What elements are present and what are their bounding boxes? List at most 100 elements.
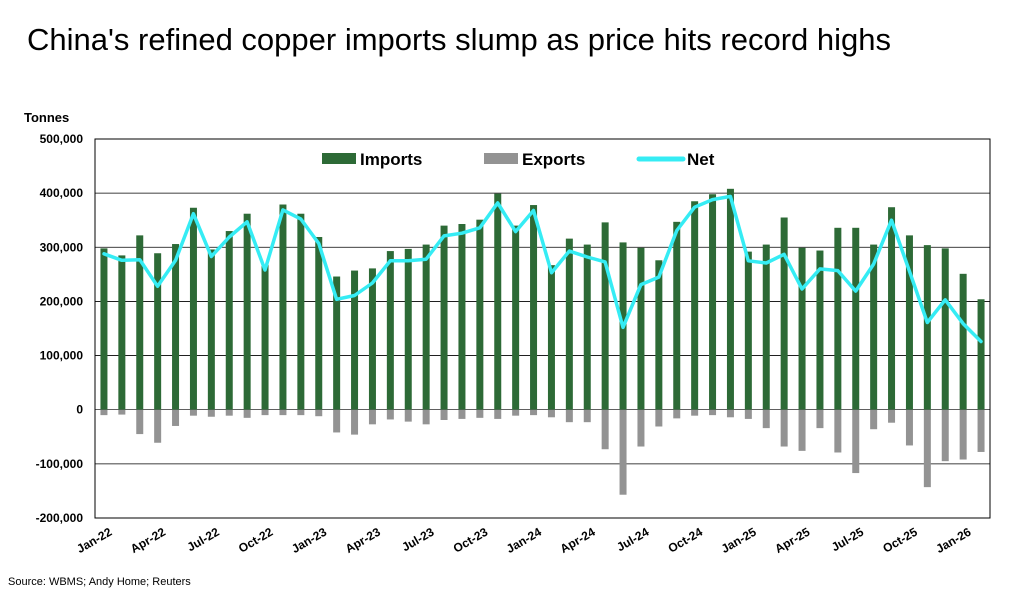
- exports-bar: [476, 409, 484, 418]
- exports-bar: [762, 409, 770, 429]
- exports-bar: [583, 409, 591, 423]
- imports-bar: [744, 251, 752, 410]
- exports-bar: [977, 409, 985, 452]
- x-tick-label: Oct-23: [451, 525, 491, 556]
- y-tick-label: 300,000: [40, 240, 84, 254]
- y-tick-label: 200,000: [40, 294, 84, 308]
- x-tick-label: Oct-24: [666, 525, 706, 556]
- imports-bar: [172, 244, 180, 410]
- imports-bar: [798, 247, 806, 410]
- x-tick-label: Oct-25: [880, 525, 920, 556]
- x-tick-label: Jan-24: [504, 525, 544, 556]
- exports-bar: [297, 409, 305, 416]
- imports-bar: [494, 193, 502, 410]
- imports-bar: [923, 245, 931, 410]
- y-tick-label: 500,000: [40, 132, 84, 146]
- net-line-series: [102, 194, 983, 344]
- exports-bar: [136, 409, 144, 435]
- exports-bar: [279, 409, 287, 416]
- exports-bar: [601, 409, 609, 450]
- net-line: [102, 194, 983, 344]
- exports-bar: [458, 409, 466, 419]
- imports-bar: [905, 235, 913, 410]
- imports-bar: [297, 213, 305, 410]
- imports-bar: [601, 222, 609, 410]
- imports-bar: [870, 244, 878, 410]
- exports-bar: [852, 409, 860, 474]
- imports-bar: [351, 270, 359, 410]
- legend-label-exports: Exports: [522, 150, 585, 169]
- exports-bar: [315, 409, 323, 417]
- imports-bar: [333, 276, 341, 410]
- y-tick-label: -200,000: [36, 511, 84, 525]
- legend: Imports Exports Net: [322, 150, 715, 169]
- legend-swatch-exports: [484, 153, 518, 164]
- imports-bar: [243, 213, 251, 410]
- x-tick-label: Jan-26: [934, 525, 974, 556]
- imports-bar: [530, 205, 538, 410]
- imports-bar: [404, 248, 412, 410]
- exports-bar: [333, 409, 341, 433]
- x-tick-label: Apr-23: [343, 525, 383, 556]
- legend-swatch-imports: [322, 153, 356, 164]
- imports-bar: [100, 248, 108, 410]
- exports-bar: [440, 409, 448, 421]
- x-tick-label: Jul-23: [399, 525, 436, 555]
- exports-bar: [798, 409, 806, 451]
- x-tick-label: Apr-25: [772, 525, 812, 556]
- imports-bar: [207, 249, 215, 410]
- imports-bar: [154, 253, 162, 410]
- imports-bar: [726, 188, 734, 410]
- x-tick-label: Jan-22: [74, 525, 114, 556]
- exports-bar: [207, 409, 215, 417]
- imports-bar: [118, 255, 126, 410]
- exports-bar: [744, 409, 752, 419]
- imports-bar: [762, 244, 770, 410]
- legend-label-imports: Imports: [360, 150, 422, 169]
- exports-bar: [619, 409, 627, 495]
- x-tick-label: Jan-25: [719, 525, 759, 556]
- imports-bar: [709, 194, 717, 410]
- exports-bar: [100, 409, 108, 416]
- exports-bar: [547, 409, 555, 418]
- exports-bar: [923, 409, 931, 488]
- exports-bar: [512, 409, 520, 416]
- imports-bar: [888, 207, 896, 410]
- exports-bar: [351, 409, 359, 435]
- imports-bar: [440, 225, 448, 410]
- exports-bar: [834, 409, 842, 453]
- exports-bar: [172, 409, 180, 426]
- imports-bar: [691, 201, 699, 410]
- imports-bar: [959, 273, 967, 410]
- imports-bar: [637, 247, 645, 410]
- x-tick-label: Jul-25: [829, 525, 866, 555]
- y-tick-label: 100,000: [40, 349, 84, 363]
- imports-bar: [189, 207, 197, 410]
- x-tick-label: Jan-23: [289, 525, 329, 556]
- exports-bar: [673, 409, 681, 419]
- exports-bar: [189, 409, 197, 416]
- imports-bar: [780, 217, 788, 410]
- y-axis-units-label: Tonnes: [24, 110, 70, 125]
- exports-bar: [870, 409, 878, 430]
- exports-bar: [959, 409, 967, 460]
- exports-bar: [368, 409, 376, 425]
- imports-bar: [547, 265, 555, 410]
- chart-title: China's refined copper imports slump as …: [27, 22, 891, 57]
- imports-bar: [941, 248, 949, 410]
- exports-bar: [780, 409, 788, 447]
- imports-bar: [458, 224, 466, 410]
- imports-bar: [315, 236, 323, 410]
- plot-frame: [94, 138, 991, 519]
- imports-bar: [583, 244, 591, 410]
- exports-bar: [905, 409, 913, 446]
- exports-bar: [888, 409, 896, 423]
- imports-bar: [261, 264, 269, 410]
- exports-bar: [637, 409, 645, 447]
- exports-bar: [494, 409, 502, 419]
- imports-bar: [834, 227, 842, 410]
- exports-bar: [243, 409, 251, 418]
- imports-bar: [386, 251, 394, 410]
- imports-bar: [565, 238, 573, 410]
